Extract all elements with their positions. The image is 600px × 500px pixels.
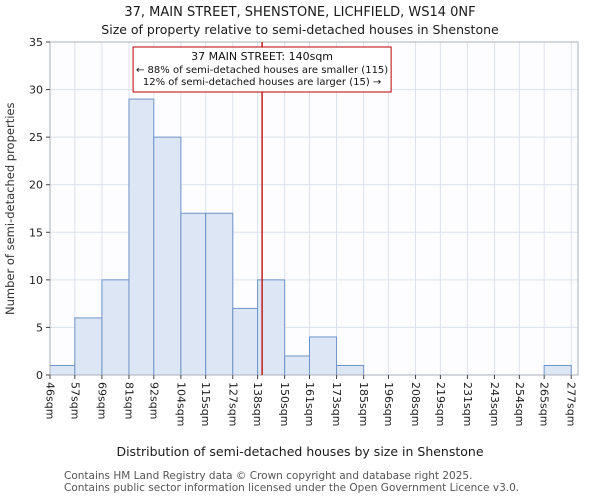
x-tick-label: 173sqm [330,382,343,426]
histogram-bar [180,212,207,376]
annotation-larger-line: 12% of semi-detached houses are larger (… [143,77,381,88]
histogram-bar [49,364,76,376]
x-tick-label: 138sqm [251,382,264,426]
y-tick-label: 25 [29,131,43,144]
y-tick-label: 20 [29,179,43,192]
x-tick-label: 69sqm [95,382,108,419]
plot-border [49,41,579,376]
histogram-bar [128,98,155,376]
x-tick-label: 92sqm [147,382,160,419]
x-tick-label: 161sqm [303,382,316,426]
y-tick-label: 5 [36,321,43,334]
x-tick-label: 150sqm [278,382,291,426]
y-tick-label: 0 [36,369,43,382]
histogram-bar [336,364,365,376]
y-tick-label: 30 [29,84,43,97]
x-tick-label: 57sqm [68,382,81,419]
chart-subtitle: Size of property relative to semi-detach… [101,22,499,37]
histogram-bar [101,279,130,376]
x-tick-label: 81sqm [122,382,135,419]
x-tick-label: 115sqm [199,382,212,426]
x-tick-label: 208sqm [409,382,422,426]
histogram-bar [153,136,182,376]
x-tick-label: 196sqm [382,382,395,426]
histogram-bar [232,307,259,376]
x-tick-label: 243sqm [488,382,501,426]
histogram-bar [543,364,572,376]
y-tick-label: 10 [29,274,43,287]
x-tick-label: 277sqm [565,382,578,426]
x-tick-label: 254sqm [513,382,526,426]
footer-attribution-line1: Contains HM Land Registry data © Crown c… [64,470,473,482]
histogram-bar [205,212,234,376]
y-tick-label: 15 [29,226,43,239]
chart-title: 37, MAIN STREET, SHENSTONE, LICHFIELD, W… [124,5,476,20]
y-axis-label: Number of semi-detached properties [3,102,17,315]
histogram-bar [74,317,103,376]
annotation-smaller-line: ← 88% of semi-detached houses are smalle… [136,65,388,76]
annotation-title: 37 MAIN STREET: 140sqm [191,50,333,63]
x-tick-label: 127sqm [226,382,239,426]
x-tick-label: 104sqm [174,382,187,426]
x-tick-label: 185sqm [357,382,370,426]
y-tick-label: 35 [29,36,43,49]
histogram-bar [284,355,310,376]
x-tick-label: 219sqm [434,382,447,426]
x-tick-label: 46sqm [44,382,57,419]
histogram-bar [308,336,338,376]
footer: Contains HM Land Registry data © Crown c… [64,470,519,495]
x-tick-label: 231sqm [461,382,474,426]
x-axis-label: Distribution of semi-detached houses by … [116,444,484,459]
annotation-box [132,46,392,93]
footer-attribution-line2: Contains public sector information licen… [64,482,520,495]
x-tick-label: 265sqm [538,382,551,426]
